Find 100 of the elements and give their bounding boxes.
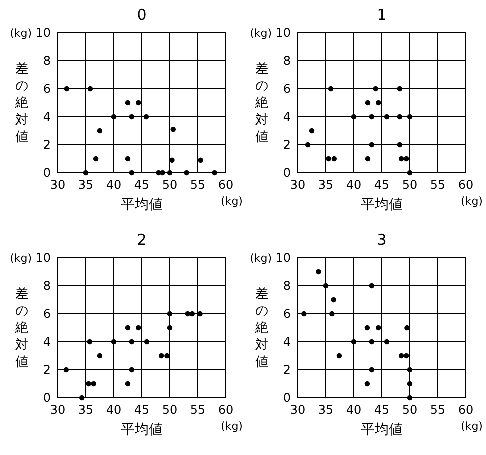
point xyxy=(136,100,142,106)
y-tick-label: 2 xyxy=(283,363,291,377)
x-axis-title: 平均値 xyxy=(121,197,163,213)
x-tick-label: 35 xyxy=(78,178,94,192)
point xyxy=(316,269,322,275)
point xyxy=(404,156,410,162)
x-tick-label: 50 xyxy=(402,403,418,417)
point xyxy=(369,142,375,148)
x-tick-label: 30 xyxy=(290,178,306,192)
x-tick-label: 35 xyxy=(318,403,334,417)
point xyxy=(198,158,204,163)
y-tick-label: 8 xyxy=(43,54,51,68)
point xyxy=(365,156,371,162)
text: (kg) xyxy=(250,27,272,40)
point xyxy=(399,156,404,162)
point xyxy=(144,339,150,345)
point xyxy=(323,283,329,289)
point xyxy=(376,325,382,331)
x-tick-label: 55 xyxy=(430,178,446,192)
point xyxy=(111,114,117,120)
point xyxy=(364,381,370,387)
point xyxy=(164,353,170,359)
point xyxy=(384,339,390,345)
point xyxy=(328,86,334,92)
y-axis-title: 差の絶対値 xyxy=(14,62,28,145)
x-tick-label: 45 xyxy=(134,403,150,417)
point xyxy=(125,325,131,331)
point xyxy=(91,381,96,387)
chart-title: 1 xyxy=(377,6,387,24)
y-tick-label: 10 xyxy=(276,251,291,265)
x-tick-label: 50 xyxy=(402,178,418,192)
point xyxy=(167,170,173,176)
y-tick-label: 2 xyxy=(283,138,291,152)
y-tick-label: 4 xyxy=(43,110,51,124)
point xyxy=(326,156,332,162)
x-tick-label: 35 xyxy=(78,403,94,417)
point xyxy=(88,86,94,92)
point xyxy=(332,156,337,162)
y-tick-label: 8 xyxy=(283,54,291,68)
point xyxy=(336,353,342,359)
point xyxy=(369,339,375,345)
point xyxy=(397,142,403,148)
y-tick-label: 6 xyxy=(43,82,51,96)
y-tick-label: 2 xyxy=(43,138,51,152)
point xyxy=(97,353,103,359)
point xyxy=(170,127,176,132)
x-tick-label: 45 xyxy=(374,403,390,417)
x-tick-label: 55 xyxy=(430,403,446,417)
point xyxy=(129,114,135,120)
x-tick-label: 60 xyxy=(218,178,234,192)
x-tick-label: 40 xyxy=(346,403,362,417)
y-tick-label: 0 xyxy=(43,391,51,405)
point xyxy=(384,114,390,120)
point xyxy=(129,339,135,345)
x-tick-label: 50 xyxy=(162,178,178,192)
y-tick-label: 4 xyxy=(283,335,291,349)
point xyxy=(86,381,92,387)
point xyxy=(373,86,378,92)
point xyxy=(305,142,311,148)
x-tick-label: 35 xyxy=(318,178,334,192)
point xyxy=(407,170,413,176)
text: (kg) xyxy=(250,252,272,265)
point xyxy=(407,114,413,120)
point xyxy=(330,311,335,317)
y-tick-label: 2 xyxy=(43,363,51,377)
point xyxy=(185,311,191,317)
point xyxy=(399,353,404,359)
y-tick-label: 10 xyxy=(36,26,51,40)
point xyxy=(365,100,371,106)
point xyxy=(369,114,375,120)
point xyxy=(376,100,382,106)
y-tick-label: 8 xyxy=(43,279,51,293)
point xyxy=(369,367,375,373)
y-tick-label: 6 xyxy=(283,82,291,96)
point xyxy=(93,156,99,162)
x-tick-label: 55 xyxy=(190,403,206,417)
point xyxy=(397,86,403,92)
y-tick-label: 10 xyxy=(276,26,291,40)
chart-title: 2 xyxy=(137,231,147,249)
x-axis-title: 平均値 xyxy=(361,422,403,438)
text: (kg) xyxy=(221,420,243,433)
point xyxy=(407,381,413,387)
chart-title: 3 xyxy=(377,231,387,249)
point xyxy=(404,353,410,359)
x-tick-label: 30 xyxy=(50,178,66,192)
y-tick-label: 10 xyxy=(36,251,51,265)
y-axis-title: 差の絶対値 xyxy=(254,62,268,145)
y-axis-title: 差の絶対値 xyxy=(254,287,268,370)
x-tick-label: 40 xyxy=(106,403,122,417)
y-tick-label: 6 xyxy=(43,307,51,321)
point xyxy=(404,325,410,331)
point xyxy=(167,325,173,331)
y-tick-label: 4 xyxy=(283,110,291,124)
y-axis-title: 差の絶対値 xyxy=(14,287,28,370)
point xyxy=(212,170,218,176)
point xyxy=(125,156,131,162)
y-tick-label: 0 xyxy=(283,166,291,180)
x-tick-label: 30 xyxy=(50,403,66,417)
point xyxy=(129,170,135,176)
x-tick-label: 40 xyxy=(106,178,122,192)
